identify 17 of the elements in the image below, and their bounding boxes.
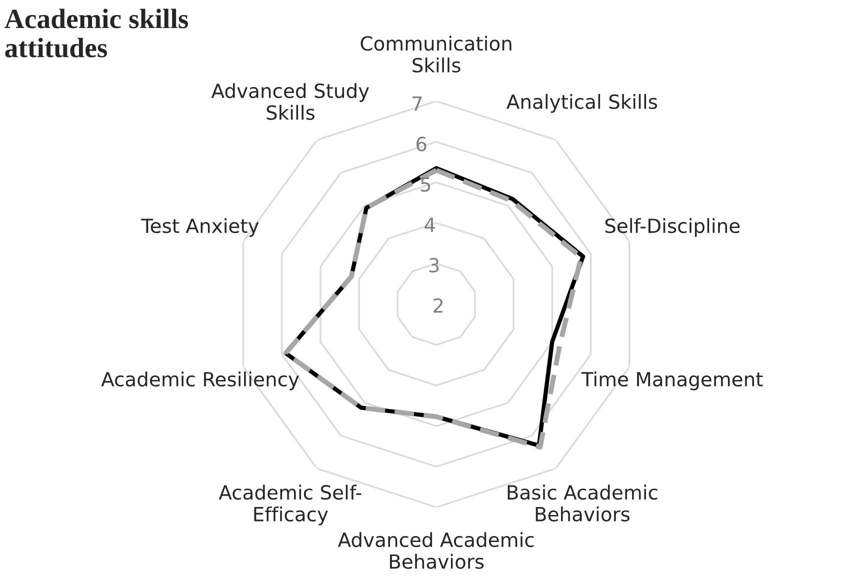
spoke-label: Academic Self- Efficacy [218,484,362,526]
spoke-label: Time Management [581,371,763,390]
y-tick-label: 6 [416,136,426,152]
spoke-label: Advanced Academic Behaviors [338,532,534,569]
y-tick-label: 5 [420,177,430,192]
spoke-label: Academic Resiliency [101,371,299,390]
y-tick-label: 3 [429,258,439,273]
spoke-label: Self-Discipline [605,218,740,237]
y-tick-label: 2 [434,298,443,313]
spoke-label: Analytical Skills [506,94,658,113]
spoke-label: Advanced Study Skills [211,83,370,120]
spoke-label: Basic Academic Behaviors [508,484,658,522]
y-tick-label: 7 [412,96,422,111]
spoke-label: Communication Skills [360,36,512,73]
y-tick-label: 4 [424,218,435,232]
chart-title: Academic skills attitudes [4,8,188,58]
spoke-label: Test Anxiety [141,218,259,237]
